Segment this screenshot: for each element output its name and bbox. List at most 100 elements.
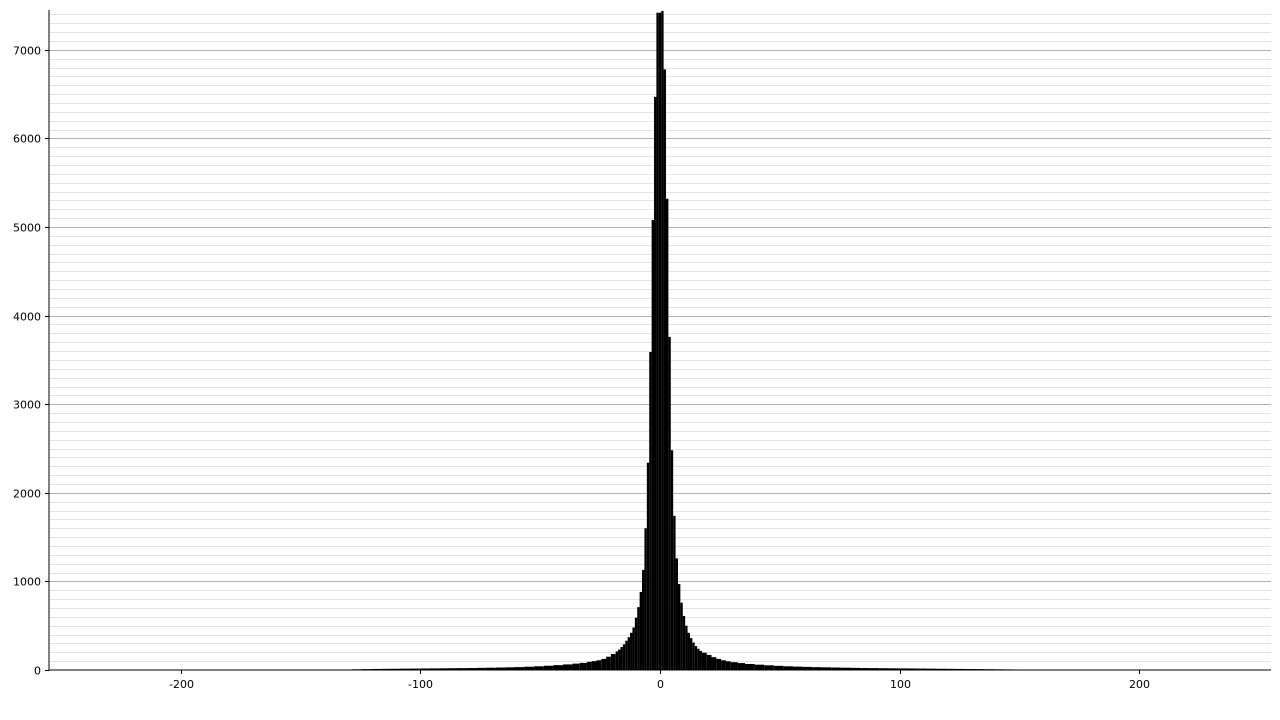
histogram-bar — [701, 652, 707, 670]
histogram-bar — [651, 219, 655, 670]
histogram-bar — [380, 668, 391, 670]
histogram-bar — [721, 660, 726, 670]
histogram-bar — [495, 667, 506, 670]
histogram-bar — [467, 668, 477, 670]
histogram-bar — [692, 642, 695, 670]
histogram-bar — [371, 668, 381, 670]
histogram-bar — [601, 658, 607, 670]
histogram-bar — [764, 665, 774, 670]
histogram-bar — [572, 663, 580, 670]
histogram-bar — [737, 663, 746, 670]
histogram-bar — [687, 632, 690, 670]
histogram-bar — [543, 665, 554, 670]
histogram-bar — [661, 10, 664, 670]
histogram-bar — [419, 668, 429, 670]
x-tick-label: -100 — [408, 678, 433, 691]
histogram-bar — [610, 654, 616, 670]
histogram-bar — [639, 592, 643, 670]
y-tick-label: 4000 — [13, 311, 41, 324]
histogram-bar — [680, 602, 683, 670]
histogram-bar — [447, 668, 458, 670]
histogram-bar — [457, 668, 468, 670]
histogram-bar — [606, 656, 611, 670]
histogram-bar — [907, 668, 918, 670]
y-tick-label: 6000 — [13, 133, 41, 146]
histogram-bar — [673, 515, 676, 670]
histogram-bar — [630, 632, 633, 670]
histogram-bar — [505, 667, 516, 670]
histogram-bar — [634, 617, 638, 670]
histogram-bar — [515, 667, 525, 670]
histogram-bar — [725, 661, 731, 670]
histogram-bar — [390, 668, 401, 670]
histogram-bar — [689, 638, 693, 670]
histogram-bar — [438, 668, 448, 670]
y-tick-label: 3000 — [13, 399, 41, 412]
histogram-bar — [615, 651, 619, 670]
histogram-bar — [869, 668, 880, 670]
histogram-bar — [562, 664, 573, 670]
x-tick-label: 0 — [657, 678, 664, 691]
histogram-bar — [697, 648, 700, 670]
x-ticks: -200 -100 0 100 200 — [169, 670, 1150, 691]
histogram-bar — [927, 668, 937, 670]
histogram-bar — [579, 662, 587, 670]
histogram-bar — [670, 450, 674, 670]
y-ticks: 0 1000 2000 3000 4000 5000 6000 7000 — [13, 45, 49, 678]
histogram-bar — [706, 654, 712, 670]
histogram-bar — [668, 336, 671, 670]
histogram-bar — [879, 668, 889, 670]
histogram-bar — [860, 668, 870, 670]
x-tick-label: -200 — [169, 678, 194, 691]
histogram-bar — [632, 627, 635, 670]
histogram-bar — [428, 668, 439, 670]
y-tick-label: 7000 — [13, 45, 41, 58]
histogram-bar — [754, 664, 765, 670]
histogram-bar — [946, 668, 956, 670]
histogram-bar — [663, 69, 666, 671]
histogram-bar — [682, 615, 686, 670]
histogram-bar — [831, 667, 841, 670]
histogram-bar — [850, 667, 861, 670]
histogram-bar — [821, 667, 832, 670]
histogram-bar — [622, 644, 626, 670]
histogram-bar — [675, 558, 678, 670]
histogram-bar — [534, 666, 544, 670]
histogram-bar — [649, 351, 652, 670]
histogram-bar — [711, 657, 717, 670]
histogram-bar — [685, 625, 688, 670]
histogram-bar — [917, 668, 928, 670]
histogram-bar — [644, 528, 647, 670]
histogram-bar — [677, 584, 681, 670]
histogram-bar — [625, 640, 628, 670]
histogram-bar — [642, 569, 645, 670]
histogram-bar — [476, 667, 487, 670]
histogram-bar — [792, 666, 803, 670]
y-tick-label: 0 — [34, 665, 41, 678]
histogram-bar — [524, 666, 535, 670]
histogram-bar — [637, 607, 640, 670]
histogram-bar — [840, 667, 851, 670]
histogram-bar — [646, 462, 650, 670]
histogram-bar — [596, 660, 602, 670]
y-tick-label: 1000 — [13, 576, 41, 589]
histogram-bar — [591, 661, 597, 670]
histogram-bar — [773, 665, 784, 670]
histogram-bar — [812, 667, 822, 670]
histogram-bar — [699, 650, 702, 670]
histogram-bar — [620, 646, 623, 670]
histogram-bar — [586, 661, 592, 670]
histogram-bar — [654, 96, 657, 670]
histogram-bar — [745, 663, 755, 670]
histogram-bar — [400, 668, 410, 670]
histogram-bar — [627, 637, 631, 670]
x-tick-label: 200 — [1129, 678, 1150, 691]
y-tick-label: 2000 — [13, 488, 41, 501]
histogram-bar — [898, 668, 908, 670]
histogram-bar — [955, 668, 966, 670]
x-tick-label: 100 — [890, 678, 911, 691]
y-tick-label: 5000 — [13, 222, 41, 235]
histogram-bar — [658, 12, 662, 671]
histogram-bar — [656, 12, 659, 671]
